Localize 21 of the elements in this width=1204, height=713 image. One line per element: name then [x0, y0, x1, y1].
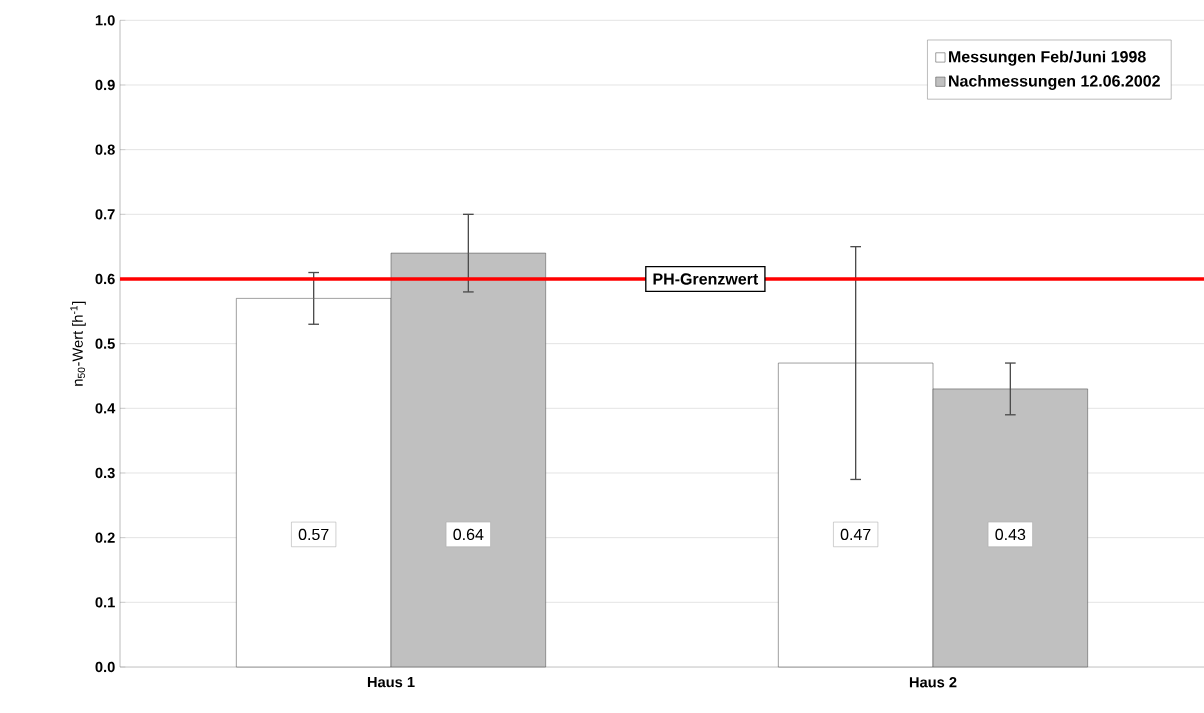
y-tick-label: 0.7 [95, 209, 115, 220]
x-tick-label: Haus 1 [367, 677, 415, 688]
y-tick-label: 0.0 [95, 661, 115, 673]
y-tick-label: 0.3 [95, 467, 115, 479]
legend-label: Messungen Feb/Juni 1998 [949, 50, 1146, 66]
data-label: 0.64 [453, 528, 484, 541]
x-tick-label: Haus 2 [909, 677, 957, 688]
y-tick-label: 0.4 [95, 403, 116, 414]
data-label: 0.43 [995, 528, 1026, 541]
y-tick-label: 0.6 [95, 273, 115, 285]
y-tick-label: 0.2 [95, 532, 115, 543]
y-tick-label: 0.9 [95, 79, 115, 91]
legend-label: Nachmessungen 12.06.2002 [949, 74, 1160, 90]
y-tick-label: 0.1 [95, 597, 115, 608]
data-label: 0.57 [298, 528, 329, 541]
ref-line-label: PH-Grenzwert [653, 273, 759, 285]
data-label: 0.47 [840, 528, 871, 541]
y-tick-label: 0.5 [95, 338, 115, 349]
y-tick-label: 1.0 [95, 15, 115, 26]
y-tick-label: 0.8 [95, 144, 115, 155]
y-axis-title: n$_{50}$-Wert [h$^{-1}$] [70, 301, 86, 386]
